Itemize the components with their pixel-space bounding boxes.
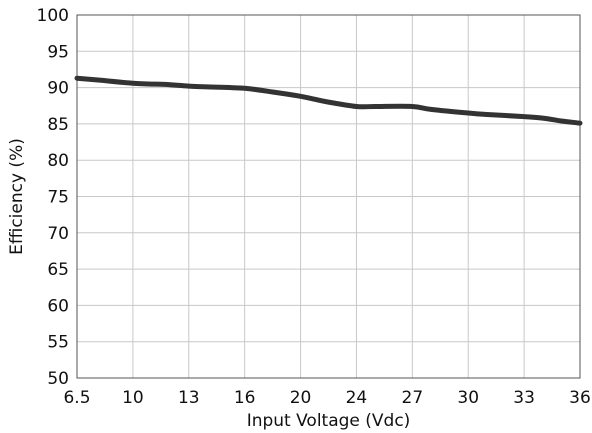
x-tick-label: 10 bbox=[122, 388, 144, 408]
x-tick-label: 20 bbox=[290, 388, 312, 408]
x-tick-label: 13 bbox=[178, 388, 200, 408]
x-axis-title: Input Voltage (Vdc) bbox=[247, 411, 411, 431]
y-tick-label: 60 bbox=[47, 296, 69, 316]
y-tick-label: 85 bbox=[47, 115, 69, 135]
y-tick-label: 65 bbox=[47, 260, 69, 280]
x-tick-label: 33 bbox=[513, 388, 535, 408]
x-tick-label: 16 bbox=[234, 388, 256, 408]
y-tick-label: 80 bbox=[47, 151, 69, 171]
x-tick-label: 27 bbox=[402, 388, 424, 408]
x-axis-ticks: 6.5 10 13 16 20 24 27 30 33 36 bbox=[63, 388, 590, 408]
y-tick-label: 75 bbox=[47, 188, 69, 208]
y-tick-label: 100 bbox=[37, 6, 69, 26]
x-tick-label: 30 bbox=[457, 388, 479, 408]
x-tick-label: 24 bbox=[346, 388, 368, 408]
y-tick-label: 90 bbox=[47, 79, 69, 99]
series-layer bbox=[74, 75, 583, 126]
efficiency-series-line bbox=[74, 75, 583, 126]
x-tick-label: 6.5 bbox=[63, 388, 90, 408]
y-axis-title: Efficiency (%) bbox=[7, 138, 27, 255]
grid bbox=[77, 15, 580, 378]
y-tick-label: 50 bbox=[47, 369, 69, 389]
y-tick-label: 70 bbox=[47, 224, 69, 244]
y-tick-label: 95 bbox=[47, 42, 69, 62]
plot-frame bbox=[76, 14, 581, 379]
y-axis-ticks: 50 55 60 65 70 75 80 85 90 95 100 bbox=[37, 6, 69, 389]
x-tick-label: 36 bbox=[569, 388, 591, 408]
y-tick-label: 55 bbox=[47, 333, 69, 353]
